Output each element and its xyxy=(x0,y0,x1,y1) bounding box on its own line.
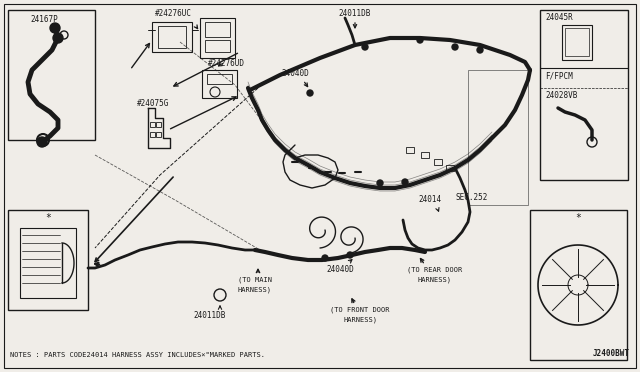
Bar xyxy=(150,122,155,127)
Bar xyxy=(530,210,627,360)
Circle shape xyxy=(377,180,383,186)
Text: 24040D: 24040D xyxy=(326,266,354,275)
Text: #24276UC: #24276UC xyxy=(155,10,192,19)
Circle shape xyxy=(417,37,423,43)
Text: HARNESS): HARNESS) xyxy=(343,317,377,323)
Bar xyxy=(468,70,528,205)
Circle shape xyxy=(50,23,60,33)
Circle shape xyxy=(37,137,47,147)
Bar xyxy=(156,122,161,127)
Bar xyxy=(150,132,155,137)
Text: SEC.252: SEC.252 xyxy=(456,193,488,202)
Bar xyxy=(205,40,230,52)
Circle shape xyxy=(347,252,353,258)
Text: 24167P: 24167P xyxy=(30,16,58,25)
Circle shape xyxy=(53,33,63,43)
Bar xyxy=(158,26,186,48)
Bar xyxy=(540,10,628,180)
Text: 24045R: 24045R xyxy=(545,13,573,22)
Bar xyxy=(446,165,454,171)
Text: *: * xyxy=(45,213,51,223)
Text: 24040D: 24040D xyxy=(281,68,309,77)
Bar xyxy=(152,22,192,52)
Text: NOTES : PARTS CODE24014 HARNESS ASSY INCLUDES×"MARKED PARTS.: NOTES : PARTS CODE24014 HARNESS ASSY INC… xyxy=(10,352,265,358)
Bar xyxy=(20,228,76,298)
Text: 24011DB: 24011DB xyxy=(339,9,371,17)
Circle shape xyxy=(307,90,313,96)
Bar xyxy=(565,28,589,56)
Text: (TO REAR DOOR: (TO REAR DOOR xyxy=(408,267,463,273)
Bar xyxy=(8,10,95,140)
Bar xyxy=(156,132,161,137)
Circle shape xyxy=(452,44,458,50)
Text: #24276UD: #24276UD xyxy=(208,58,245,67)
Bar xyxy=(406,147,414,153)
Text: 24028VB: 24028VB xyxy=(545,90,577,99)
Text: HARNESS): HARNESS) xyxy=(238,287,272,293)
Text: 24014: 24014 xyxy=(419,196,442,205)
Bar xyxy=(562,25,592,60)
Text: (TO MAIN: (TO MAIN xyxy=(238,277,272,283)
Bar xyxy=(205,22,230,37)
Text: (TO FRONT DOOR: (TO FRONT DOOR xyxy=(330,307,390,313)
Text: *: * xyxy=(575,213,581,223)
Bar xyxy=(8,210,88,310)
Text: J2400BWT: J2400BWT xyxy=(593,349,630,358)
Bar xyxy=(434,159,442,165)
Text: F/FPCM: F/FPCM xyxy=(545,71,573,80)
Text: #24075G: #24075G xyxy=(137,99,170,108)
Circle shape xyxy=(477,47,483,53)
Bar xyxy=(421,152,429,158)
Bar xyxy=(200,18,235,58)
Circle shape xyxy=(362,44,368,50)
Bar xyxy=(202,70,237,98)
Bar xyxy=(207,74,232,84)
Text: HARNESS): HARNESS) xyxy=(418,277,452,283)
Text: 24011DB: 24011DB xyxy=(194,311,226,320)
Circle shape xyxy=(322,255,328,261)
Circle shape xyxy=(402,179,408,185)
